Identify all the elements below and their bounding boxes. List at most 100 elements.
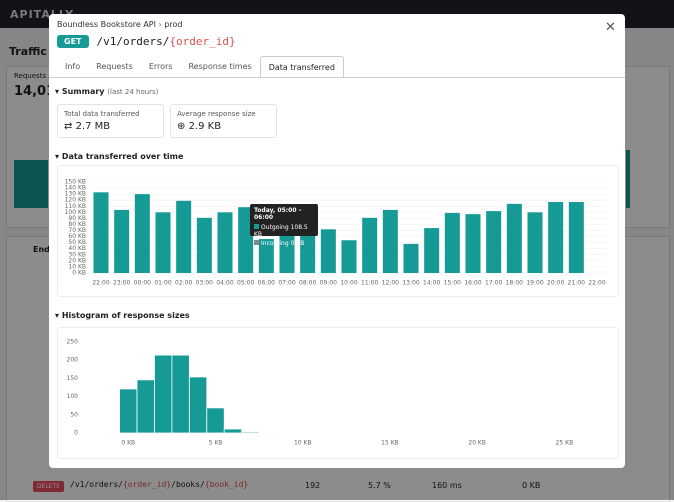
bar xyxy=(506,203,522,273)
page-title: Traffic xyxy=(9,45,47,58)
tooltip: Today, 05:00 – 06:00 Outgoing 108.5 KB I… xyxy=(250,204,318,247)
x-tick-label: 02:00 xyxy=(175,280,192,287)
endpoint-path: /v1/orders/{order_id} xyxy=(97,35,236,48)
x-tick-label: 00:00 xyxy=(134,280,151,287)
y-tick-label: 50 xyxy=(70,411,78,418)
y-tick-label: 0 xyxy=(74,430,78,437)
close-button[interactable]: ✕ xyxy=(605,20,616,35)
y-tick-label: 70 KB xyxy=(68,227,86,234)
bar xyxy=(362,217,378,273)
x-tick-label: 17:00 xyxy=(485,280,502,287)
tab[interactable]: Data transferred xyxy=(259,56,344,78)
tab[interactable]: Info xyxy=(65,62,81,71)
chart-title-text: Data transferred over time xyxy=(61,152,184,161)
x-tick-label: 25 KB xyxy=(556,440,574,447)
x-tick-label: 22:00 xyxy=(588,280,605,287)
tooltip-title: Today, 05:00 – 06:00 xyxy=(254,207,302,221)
bar xyxy=(196,217,212,273)
table-header: End xyxy=(33,245,50,254)
row-error-rate: 5.7 % xyxy=(368,481,391,490)
y-tick-label: 50 KB xyxy=(68,239,86,246)
x-tick-label: 04:00 xyxy=(216,280,233,287)
x-tick-label: 07:00 xyxy=(278,280,295,287)
path-part: {order_id} xyxy=(169,35,236,48)
x-tick-label: 15:00 xyxy=(444,280,461,287)
bar xyxy=(176,200,192,273)
card-value: ⊕ 2.9 KB xyxy=(177,121,222,132)
summary-card: Total data transferred ⇄ 2.7 MB xyxy=(57,104,164,138)
chart-box xyxy=(57,327,619,459)
y-tick-label: 110 KB xyxy=(65,203,86,210)
bar xyxy=(444,212,460,273)
y-tick-label: 20 KB xyxy=(68,257,86,264)
breadcrumb-api[interactable]: Boundless Bookstore API xyxy=(57,20,156,29)
tooltip-value: 0 KB xyxy=(290,240,305,247)
tooltip-series: Outgoing xyxy=(261,224,289,231)
y-tick-label: 60 KB xyxy=(68,233,86,240)
bar xyxy=(155,212,171,273)
x-tick-label: 15 KB xyxy=(381,440,399,447)
x-tick-label: 16:00 xyxy=(464,280,481,287)
x-tick-label: 19:00 xyxy=(526,280,543,287)
tooltip-row: Incoming 0 KB xyxy=(250,239,318,248)
y-tick-label: 250 xyxy=(67,339,79,346)
chart-box xyxy=(57,165,619,297)
bar xyxy=(114,209,130,273)
breadcrumb-env[interactable]: prod xyxy=(164,20,183,29)
tabs: Info Requests Errors Response times Data tra… xyxy=(57,56,344,78)
method-badge: GET xyxy=(57,35,89,48)
card-label: Average response size xyxy=(177,110,256,118)
x-tick-label: 05:00 xyxy=(237,280,254,287)
path-part: {order_id} xyxy=(122,480,172,489)
y-tick-label: 200 xyxy=(67,357,79,364)
y-tick-label: 10 KB xyxy=(68,263,86,270)
y-tick-label: 150 xyxy=(67,375,79,382)
bar xyxy=(238,207,254,273)
bar xyxy=(217,212,233,273)
bar xyxy=(341,240,357,273)
x-tick-label: 10 KB xyxy=(294,440,312,447)
summary-title-text: Summary xyxy=(61,87,105,96)
path-part: /v1/orders/ xyxy=(96,35,170,48)
x-tick-label: 20 KB xyxy=(468,440,486,447)
x-tick-label: 23:00 xyxy=(113,280,130,287)
histogram-bar xyxy=(241,431,260,434)
y-tick-label: 40 KB xyxy=(68,245,86,252)
x-tick-label: 22:00 xyxy=(92,280,109,287)
row-data: 0 KB xyxy=(522,481,541,490)
breadcrumb: Boundless Bookstore API › prod xyxy=(57,20,183,29)
x-tick-label: 12:00 xyxy=(382,280,399,287)
bar xyxy=(320,229,336,273)
bar xyxy=(134,194,150,273)
x-tick-label: 20:00 xyxy=(547,280,564,287)
x-tick-label: 09:00 xyxy=(320,280,337,287)
summary-card: Average response size ⊕ 2.9 KB xyxy=(170,104,277,138)
histogram-bar xyxy=(171,354,190,434)
histogram-bar xyxy=(154,354,173,434)
x-tick-label: 10:00 xyxy=(340,280,357,287)
bar xyxy=(548,202,564,273)
y-tick-label: 0 KB xyxy=(72,270,86,277)
path-part: /v1/orders/ xyxy=(70,480,123,489)
x-tick-label: 01:00 xyxy=(154,280,171,287)
histogram-bar xyxy=(188,376,208,434)
y-tick-label: 120 KB xyxy=(65,197,86,204)
y-tick-label: 140 KB xyxy=(65,185,86,192)
tab[interactable]: Response times xyxy=(188,62,252,71)
bar xyxy=(568,202,584,273)
bar xyxy=(382,209,398,273)
y-tick-label: 80 KB xyxy=(68,221,86,228)
summary-note: (last 24 hours) xyxy=(107,88,159,96)
tab[interactable]: Requests xyxy=(96,62,133,71)
tooltip-series: Incoming xyxy=(261,240,289,247)
tab[interactable]: Errors xyxy=(148,62,173,71)
chart-title: ▾ Data transferred over time xyxy=(55,152,184,161)
tooltip-row: Outgoing 108.5 KB xyxy=(250,223,318,239)
x-tick-label: 11:00 xyxy=(361,280,378,287)
method-badge: DELETE xyxy=(33,481,65,492)
bg-bar xyxy=(14,160,48,208)
x-tick-label: 18:00 xyxy=(506,280,523,287)
bar xyxy=(258,239,274,273)
y-tick-label: 100 xyxy=(67,393,79,400)
